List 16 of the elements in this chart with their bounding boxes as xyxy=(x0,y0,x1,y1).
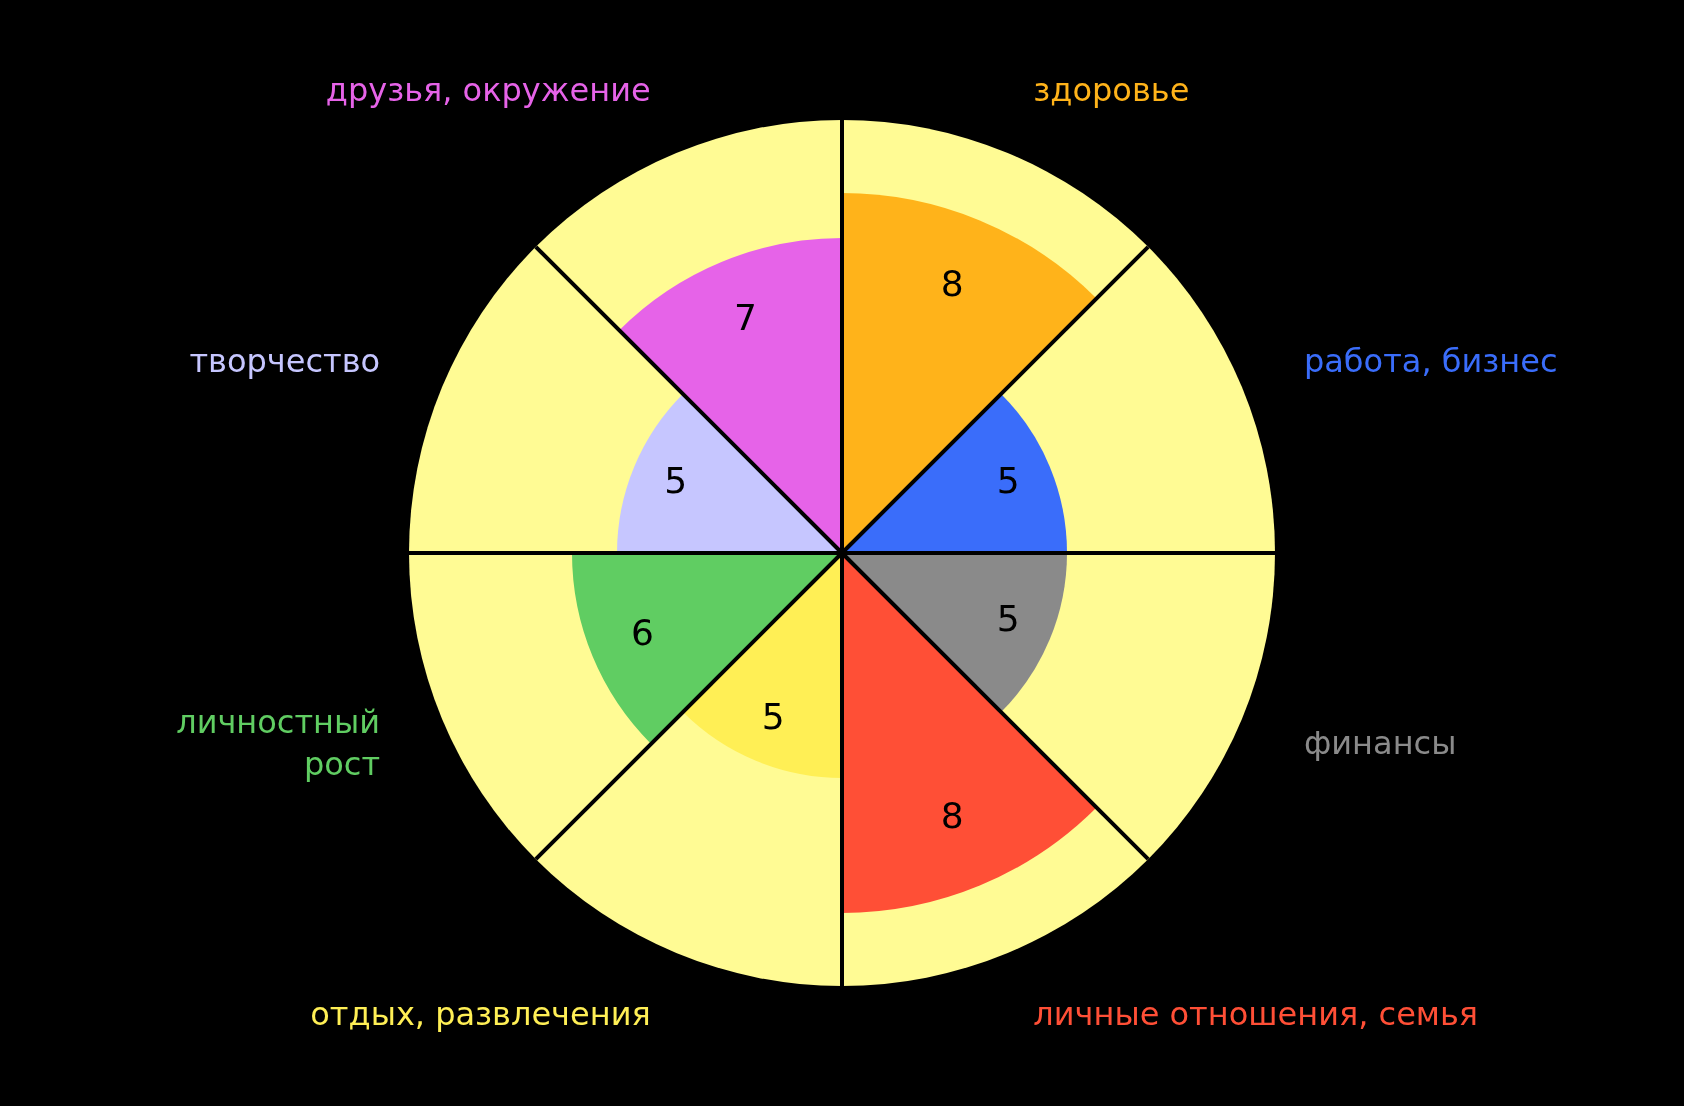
category-label: здоровье xyxy=(1033,70,1190,112)
data-label: 6 xyxy=(630,612,654,654)
data-label: 5 xyxy=(996,598,1020,640)
data-label: 7 xyxy=(734,296,758,338)
category-label: отдых, развлечения xyxy=(310,994,651,1036)
data-label: 5 xyxy=(664,460,688,502)
category-label: работа, бизнес xyxy=(1303,340,1558,382)
category-label: творчество xyxy=(189,340,381,382)
category-label: друзья, окружение xyxy=(325,70,651,112)
category-label: финансы xyxy=(1303,723,1457,765)
data-label: 5 xyxy=(761,695,785,737)
category-label: личностный рост xyxy=(176,702,381,786)
category-label: личные отношения, семья xyxy=(1033,994,1479,1036)
data-label: 5 xyxy=(996,460,1020,502)
data-label: 8 xyxy=(940,263,964,305)
data-label: 8 xyxy=(940,795,964,837)
